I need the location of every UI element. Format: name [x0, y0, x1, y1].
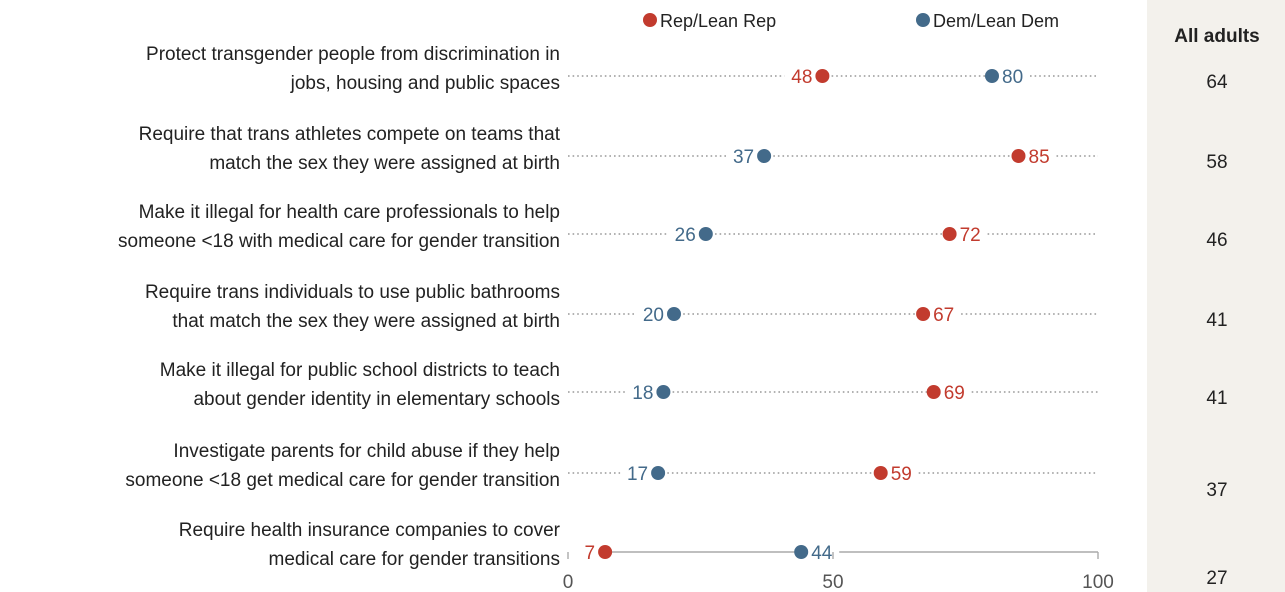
dem-dot	[667, 307, 681, 321]
category-label: Require that trans athletes compete on t…	[139, 124, 561, 145]
dem-dot	[651, 466, 666, 480]
x-tick-label: 0	[563, 572, 574, 592]
category-label: medical care for gender transitions	[269, 549, 560, 570]
rep-dot	[598, 545, 613, 559]
all-adults-panel	[1147, 0, 1285, 592]
dem-value-label: 17	[627, 464, 648, 485]
rep-dot	[942, 227, 957, 241]
rep-value-label: 85	[1029, 147, 1050, 168]
dem-value-label: 37	[733, 147, 754, 168]
dem-dot	[985, 69, 999, 83]
category-label: Make it illegal for health care professi…	[139, 202, 560, 223]
category-label: jobs, housing and public spaces	[290, 73, 560, 94]
all-adults-value: 37	[1206, 480, 1227, 501]
rep-value-label: 67	[933, 305, 954, 326]
rep-dot	[873, 466, 888, 480]
all-adults-value: 41	[1206, 310, 1227, 331]
legend-marker-dem	[916, 13, 930, 27]
dem-value-label: 44	[811, 543, 833, 564]
category-label: Investigate parents for child abuse if t…	[173, 441, 560, 462]
all-adults-value: 58	[1206, 152, 1227, 173]
rep-value-label: 48	[791, 67, 812, 88]
rep-dot	[815, 69, 830, 83]
dem-dot	[656, 385, 671, 399]
dem-dot	[794, 545, 809, 559]
dem-dot	[757, 149, 772, 163]
all-adults-value: 41	[1206, 388, 1227, 409]
legend-label-rep: Rep/Lean Rep	[660, 11, 776, 31]
category-label: Make it illegal for public school distri…	[160, 360, 560, 381]
rep-value-label: 59	[891, 464, 912, 485]
rep-value-label: 72	[960, 225, 981, 246]
legend-marker-rep	[643, 13, 657, 27]
dem-value-label: 26	[675, 225, 696, 246]
rep-dot	[1011, 149, 1026, 163]
x-tick-label: 50	[822, 572, 843, 592]
all-adults-value: 27	[1206, 568, 1227, 589]
category-label: Require trans individuals to use public …	[145, 282, 560, 303]
dem-value-label: 80	[1002, 67, 1023, 88]
x-tick-label: 100	[1082, 572, 1114, 592]
rep-dot	[926, 385, 941, 399]
category-label: Protect transgender people from discrimi…	[146, 44, 560, 65]
dem-value-label: 18	[632, 383, 653, 404]
dem-value-label: 20	[643, 305, 664, 326]
rep-dot	[916, 307, 931, 321]
category-label: someone <18 get medical care for gender …	[125, 470, 560, 491]
category-label: match the sex they were assigned at birt…	[209, 153, 560, 174]
category-label: someone <18 with medical care for gender…	[118, 231, 560, 252]
category-label: about gender identity in elementary scho…	[193, 389, 560, 410]
rep-value-label: 7	[585, 543, 596, 564]
category-label: that match the sex they were assigned at…	[172, 311, 560, 332]
dem-dot	[698, 227, 713, 241]
category-label: Require health insurance companies to co…	[179, 520, 561, 541]
all-adults-header: All adults	[1174, 26, 1260, 47]
rep-value-label: 69	[944, 383, 965, 404]
all-adults-value: 46	[1206, 230, 1227, 251]
all-adults-value: 64	[1206, 72, 1228, 93]
legend-label-dem: Dem/Lean Dem	[933, 11, 1059, 31]
